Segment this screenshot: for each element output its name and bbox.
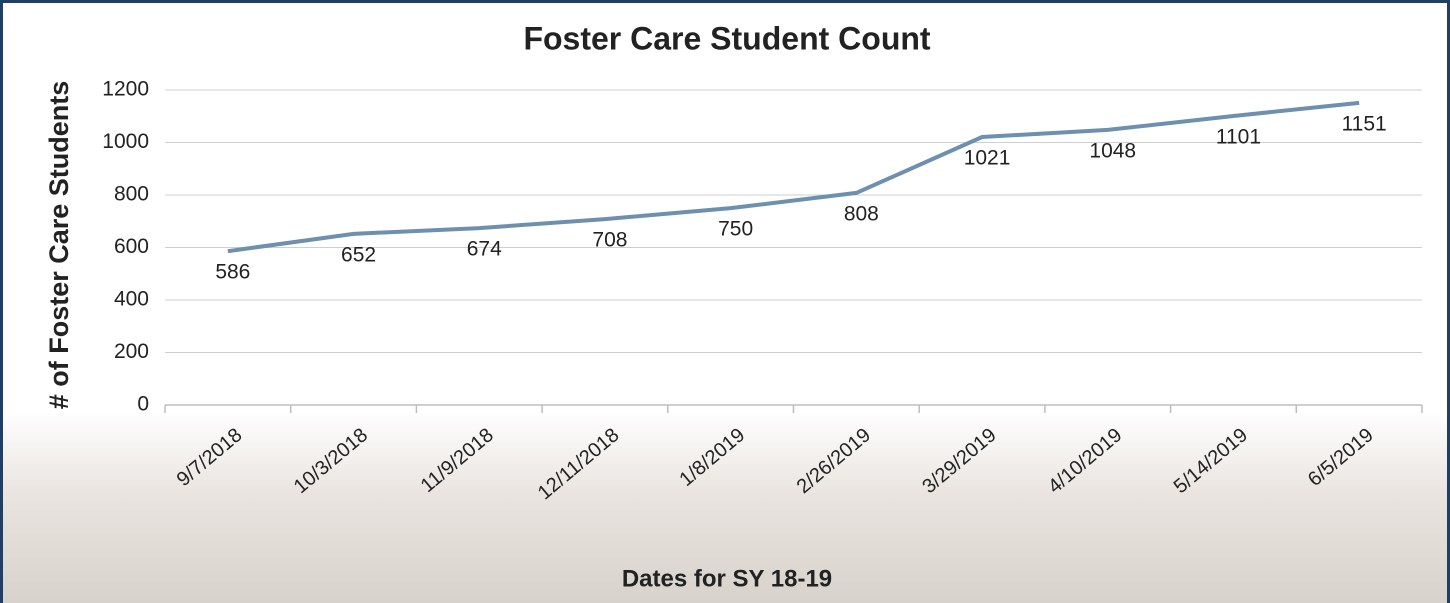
y-tick-label: 1200 bbox=[102, 78, 149, 101]
data-label: 586 bbox=[215, 261, 250, 284]
y-tick-label: 600 bbox=[114, 235, 149, 258]
line bbox=[227, 100, 1360, 254]
chart: Foster Care Student Count # of Foster Ca… bbox=[44, 20, 1423, 592]
x-tick-label: 4/10/2019 bbox=[1044, 424, 1126, 498]
data-label: 1151 bbox=[1342, 112, 1387, 135]
x-tick-label: 3/29/2019 bbox=[918, 424, 1000, 498]
chart-title: Foster Care Student Count bbox=[523, 20, 930, 56]
x-tick-label: 1/8/2019 bbox=[675, 424, 749, 491]
data-label: 808 bbox=[844, 202, 879, 225]
data-label: 750 bbox=[718, 218, 753, 241]
data-label: 708 bbox=[592, 229, 627, 252]
y-tick-label: 800 bbox=[114, 183, 149, 206]
data-label: 1101 bbox=[1216, 126, 1261, 149]
y-tick-label: 0 bbox=[137, 393, 149, 416]
x-tick-label: 9/7/2018 bbox=[173, 424, 247, 491]
x-tick-label: 6/5/2019 bbox=[1304, 424, 1378, 491]
data-label: 652 bbox=[341, 243, 376, 266]
x-tick-label: 2/26/2019 bbox=[793, 424, 875, 498]
data-label: 1048 bbox=[1089, 139, 1136, 162]
y-axis-title: # of Foster Care Students bbox=[44, 81, 74, 410]
x-tick-label: 10/3/2018 bbox=[290, 424, 372, 498]
data-label: 1021 bbox=[964, 147, 1011, 170]
y-tick-label: 1000 bbox=[102, 130, 149, 153]
data-label: 674 bbox=[467, 238, 502, 261]
x-tick-label: 5/14/2019 bbox=[1170, 424, 1252, 498]
x-axis-title: Dates for SY 18-19 bbox=[622, 565, 832, 592]
x-tick-label: 11/9/2018 bbox=[417, 424, 498, 497]
x-tick-label: 12/11/2018 bbox=[534, 424, 624, 504]
y-tick-label: 400 bbox=[114, 288, 149, 311]
y-tick-label: 200 bbox=[114, 340, 149, 363]
